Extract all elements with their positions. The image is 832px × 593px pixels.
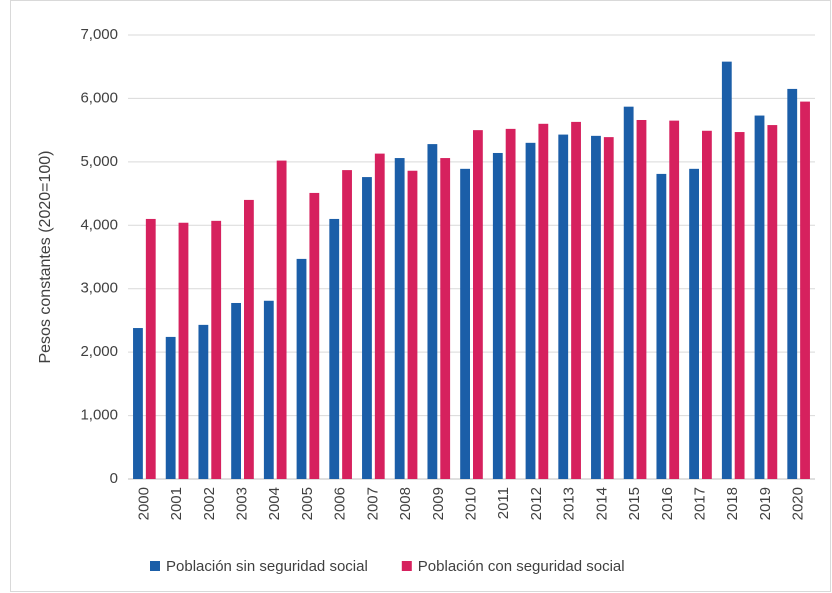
bar xyxy=(362,177,372,479)
legend-swatch xyxy=(401,561,412,571)
x-tick-label: 2018 xyxy=(724,487,741,520)
x-tick-label: 2004 xyxy=(266,487,283,520)
x-tick-label: 2009 xyxy=(430,487,447,520)
bar xyxy=(571,121,581,479)
y-tick-label: 7,000 xyxy=(80,26,118,43)
bar xyxy=(603,137,614,479)
x-tick-label: 2015 xyxy=(626,487,643,520)
bar xyxy=(231,302,241,479)
x-tick-label: 2003 xyxy=(233,487,250,520)
bar xyxy=(623,106,634,479)
x-tick-label: 2011 xyxy=(495,487,512,519)
bar xyxy=(538,123,549,480)
bar xyxy=(505,128,516,480)
x-tick-label: 2008 xyxy=(397,487,414,520)
legend-label: Población sin seguridad social xyxy=(166,558,368,575)
bar xyxy=(787,88,798,480)
bar xyxy=(178,222,189,479)
legend-label: Población con seguridad social xyxy=(418,558,625,575)
y-tick-label: 5,000 xyxy=(80,153,118,170)
y-tick-label: 6,000 xyxy=(80,89,118,106)
x-tick-label: 2017 xyxy=(691,487,708,520)
x-tick-label: 2000 xyxy=(135,487,152,520)
bar xyxy=(591,135,601,479)
bar xyxy=(329,218,340,479)
x-tick-label: 2013 xyxy=(561,487,578,520)
bar xyxy=(656,173,667,479)
x-tick-label: 2019 xyxy=(757,487,774,520)
x-tick-label: 2016 xyxy=(659,487,676,520)
y-tick-label: 4,000 xyxy=(80,216,118,233)
bar xyxy=(165,336,176,479)
bar xyxy=(342,170,352,480)
x-tick-label: 2005 xyxy=(299,487,316,520)
bar xyxy=(296,258,307,479)
bar xyxy=(407,170,418,480)
y-tick-label: 0 xyxy=(110,470,118,487)
bar xyxy=(754,115,765,479)
bar xyxy=(734,132,745,479)
bar xyxy=(558,134,569,479)
bar xyxy=(525,142,536,480)
bar xyxy=(636,119,647,479)
y-axis-label: Pesos constantes (2020=100) xyxy=(37,150,54,363)
bar xyxy=(198,324,209,479)
x-tick-label: 2007 xyxy=(364,487,381,520)
bar xyxy=(800,101,810,479)
bar xyxy=(473,130,483,479)
bar xyxy=(492,152,503,479)
bar xyxy=(702,130,712,479)
bar xyxy=(440,158,451,479)
x-tick-label: 2020 xyxy=(790,487,807,520)
y-tick-label: 2,000 xyxy=(80,343,118,360)
bar xyxy=(689,168,699,479)
y-tick-label: 1,000 xyxy=(80,407,118,424)
bar xyxy=(244,199,254,479)
x-tick-label: 2010 xyxy=(462,487,479,520)
bar xyxy=(427,144,438,479)
bar xyxy=(669,120,680,479)
bar xyxy=(374,153,385,479)
bar xyxy=(276,160,287,480)
x-tick-label: 2014 xyxy=(593,487,610,520)
bar xyxy=(309,192,320,480)
bar xyxy=(394,158,405,479)
x-tick-label: 2002 xyxy=(201,487,218,520)
x-tick-label: 2001 xyxy=(168,487,185,520)
bar xyxy=(133,328,143,479)
bar xyxy=(767,125,778,479)
x-tick-label: 2006 xyxy=(332,487,349,520)
x-tick-label: 2012 xyxy=(528,487,545,520)
bar xyxy=(460,168,470,479)
y-tick-label: 3,000 xyxy=(80,280,118,297)
bar xyxy=(145,218,156,479)
legend-swatch xyxy=(150,561,160,571)
bar xyxy=(211,220,222,480)
bar xyxy=(263,300,274,479)
bar xyxy=(721,61,732,479)
